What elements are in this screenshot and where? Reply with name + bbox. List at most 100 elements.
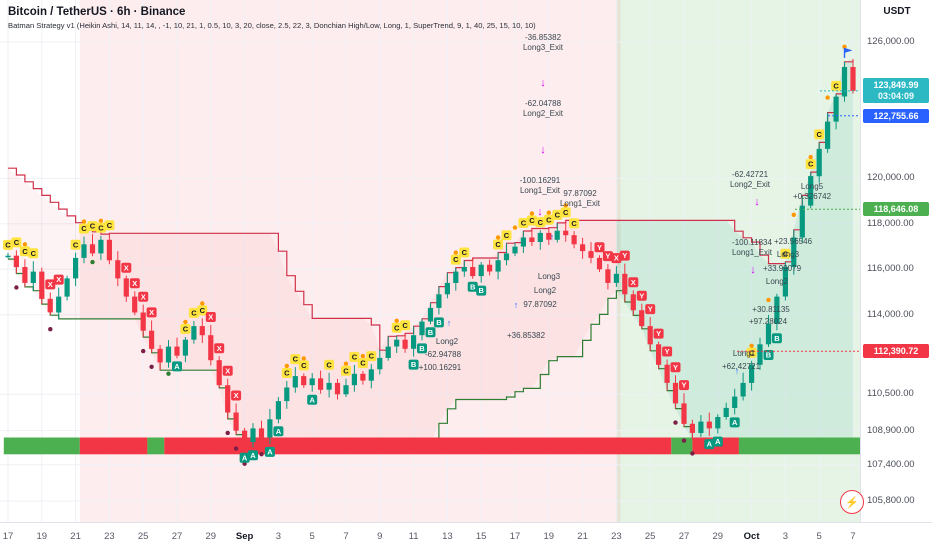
svg-text:A: A [242, 453, 248, 462]
svg-text:C: C [833, 82, 839, 91]
svg-text:C: C [98, 223, 104, 232]
time-label: 15 [475, 531, 487, 542]
candle [825, 121, 831, 149]
signal-dot [22, 242, 28, 247]
letter-marker: Y [679, 380, 689, 391]
svg-text:C: C [73, 240, 79, 249]
candle [487, 264, 493, 272]
letter-marker: C [552, 209, 563, 220]
svg-text:C: C [808, 160, 814, 169]
candle [394, 339, 400, 347]
candle [732, 396, 738, 408]
letter-marker: B [408, 359, 419, 370]
candle [808, 176, 814, 206]
svg-text:C: C [521, 219, 527, 228]
svg-text:C: C [504, 231, 510, 240]
trend-strip-segment [738, 437, 860, 455]
letter-marker: C [3, 239, 13, 250]
candle [411, 335, 417, 349]
time-label: 11 [408, 531, 419, 542]
letter-marker: Y [619, 250, 630, 261]
donchian-fill [616, 59, 853, 440]
candle [546, 232, 552, 240]
donchian-fill [8, 168, 617, 450]
svg-text:Y: Y [597, 243, 602, 252]
svg-text:C: C [293, 355, 299, 364]
candle [478, 264, 484, 277]
signal-dot [749, 343, 754, 348]
letter-marker: C [19, 246, 30, 257]
trend-strip-segment [671, 437, 693, 455]
signal-dot [141, 348, 146, 354]
candle [5, 255, 11, 258]
price-tick: 116,000.00 [867, 263, 914, 274]
candle [301, 376, 307, 386]
letter-marker: C [95, 222, 106, 233]
price-axis[interactable]: USDT 126,000.00 120,000.00 118,000.00 116,0… [860, 0, 932, 522]
letter-marker: C [357, 358, 368, 369]
letter-marker: Y [670, 362, 681, 373]
time-label: 21 [577, 531, 588, 542]
signal-dot [842, 44, 847, 49]
letter-marker: C [87, 221, 98, 232]
signal-dot [673, 420, 678, 425]
letter-marker: X [146, 307, 157, 318]
candle [791, 237, 797, 267]
candle [233, 412, 239, 431]
letter-marker: C [104, 220, 115, 231]
symbol-title[interactable]: Bitcoin / TetherUS · 6h · Binance [8, 6, 186, 18]
svg-text:C: C [402, 321, 408, 330]
candle [318, 378, 324, 390]
indicator-label[interactable]: Batman Strategy v1 (Heikin Ashi, 14, 11,… [8, 21, 536, 30]
letter-marker: C [281, 368, 292, 378]
letter-marker: C [805, 159, 816, 170]
signal-dot [394, 318, 399, 323]
letter-marker: C [459, 247, 470, 258]
svg-text:X: X [234, 391, 239, 400]
time-label: 5 [816, 531, 822, 542]
candle [850, 67, 856, 91]
signal-dot [791, 212, 796, 217]
candle [216, 360, 222, 386]
signal-dot [200, 301, 205, 306]
candle [360, 373, 366, 381]
time-label: 17 [509, 531, 521, 542]
lightning-icon[interactable]: ⚡ [840, 490, 864, 514]
time-label: 27 [678, 531, 690, 542]
signal-dot [233, 446, 239, 451]
price-tick: 105,800.00 [867, 495, 915, 506]
candle [453, 271, 459, 283]
candle [512, 246, 518, 254]
letter-marker: C [197, 305, 208, 316]
svg-text:Y: Y [639, 291, 644, 300]
price-tick: 110,500.00 [867, 388, 914, 399]
candle [115, 260, 121, 279]
signal-dot [512, 225, 518, 230]
candle [334, 382, 341, 395]
svg-text:C: C [360, 359, 366, 368]
candle [757, 344, 763, 365]
svg-text:C: C [453, 255, 459, 264]
candle [275, 401, 281, 420]
candle [554, 230, 560, 240]
candle [309, 378, 315, 386]
letter-marker: C [341, 365, 351, 376]
svg-text:X: X [48, 280, 53, 289]
letter-marker: C [180, 324, 191, 334]
letter-marker: C [298, 360, 309, 371]
candle [377, 357, 383, 370]
svg-text:C: C [495, 240, 501, 249]
svg-text:B: B [478, 286, 484, 295]
candle [191, 326, 197, 340]
time-label: 7 [343, 531, 349, 542]
letter-marker: X [205, 312, 216, 322]
time-axis[interactable]: 17 19 21 23 25 27 29 Sep 3 5 7 9 11 13 15 17 19 21 23 25 27 2… [0, 522, 932, 550]
svg-text:C: C [183, 325, 189, 334]
letter-marker: A [729, 417, 740, 428]
candle [470, 267, 476, 277]
signal-dot [149, 364, 154, 369]
price-badge: 112,390.72 [863, 344, 929, 358]
price-tick: 118,000.00 [867, 218, 914, 229]
svg-text:C: C [571, 219, 577, 228]
